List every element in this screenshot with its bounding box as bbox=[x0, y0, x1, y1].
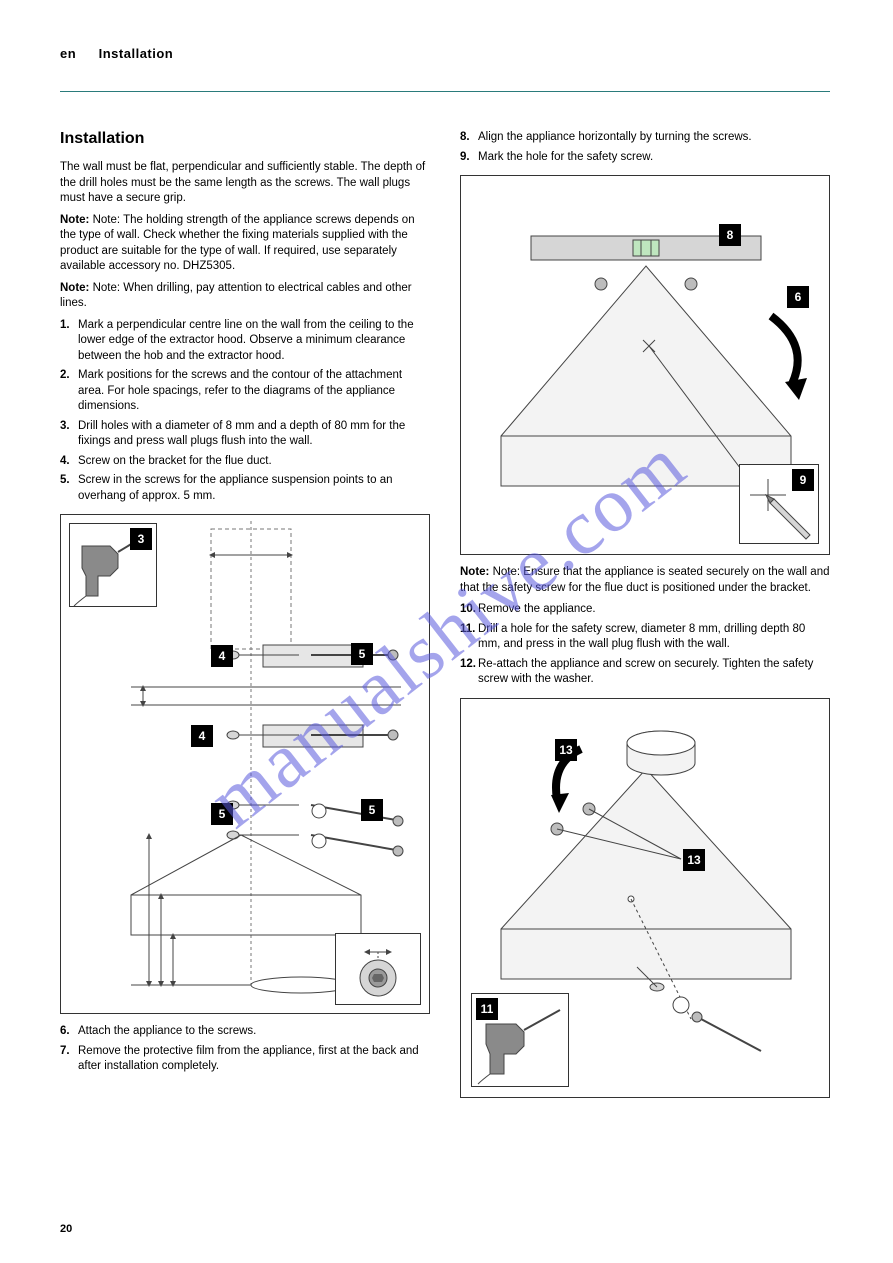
list-item: Mark the hole for the safety screw. bbox=[478, 150, 830, 166]
step-badge: 5 bbox=[361, 799, 383, 821]
list-item: Remove the protective film from the appl… bbox=[78, 1044, 430, 1075]
step-badge: 8 bbox=[719, 224, 741, 246]
inset-drill-icon: 11 bbox=[471, 993, 569, 1087]
inset-drill-icon: 3 bbox=[69, 523, 157, 607]
section-heading-installation: Installation bbox=[60, 130, 430, 148]
note-drilling: Note: Note: When drilling, pay attention… bbox=[60, 281, 430, 312]
header-language: en bbox=[60, 46, 76, 61]
list-item: Screw in the screws for the appliance su… bbox=[78, 473, 430, 504]
install-steps-list-continued: Attach the appliance to the screws. Remo… bbox=[60, 1024, 430, 1075]
list-item: Attach the appliance to the screws. bbox=[78, 1024, 430, 1040]
list-item: Screw on the bracket for the flue duct. bbox=[78, 454, 430, 470]
step-badge: 13 bbox=[683, 849, 705, 871]
list-item: Align the appliance horizontally by turn… bbox=[478, 130, 830, 146]
intro-paragraph: The wall must be flat, perpendicular and… bbox=[60, 160, 430, 207]
page-header-region: en Installation bbox=[60, 45, 830, 95]
header-rule bbox=[60, 91, 830, 92]
step-badge: 4 bbox=[211, 645, 233, 667]
note-holding-strength: Note: Note: The holding strength of the … bbox=[60, 213, 430, 275]
list-item: Drill holes with a diameter of 8 mm and … bbox=[78, 419, 430, 450]
step-badge: 13 bbox=[555, 739, 577, 761]
header-title: Installation bbox=[99, 46, 174, 61]
list-item: Mark positions for the screws and the co… bbox=[78, 368, 430, 415]
step-badge: 5 bbox=[211, 803, 233, 825]
install-steps-right-a: Align the appliance horizontally by turn… bbox=[460, 130, 830, 165]
page-number: 20 bbox=[60, 1223, 72, 1235]
step-badge: 3 bbox=[130, 528, 152, 550]
install-steps-right-b: Remove the appliance. Drill a hole for t… bbox=[460, 602, 830, 688]
note-text: Note: When drilling, pay attention to el… bbox=[60, 282, 412, 310]
note-text: Note: Ensure that the appliance is seate… bbox=[460, 566, 830, 594]
figure-align-hood: 8 6 9 bbox=[460, 175, 830, 555]
note-text: Note: The holding strength of the applia… bbox=[60, 214, 415, 273]
step-badge: 5 bbox=[351, 643, 373, 665]
screw-head-icon bbox=[336, 934, 422, 1006]
note-secure-seat: Note: Note: Ensure that the appliance is… bbox=[460, 565, 830, 596]
list-item: Mark a perpendicular centre line on the … bbox=[78, 318, 430, 365]
right-column: Align the appliance horizontally by turn… bbox=[460, 130, 830, 1108]
list-item: Remove the appliance. bbox=[478, 602, 830, 618]
inset-screw-head bbox=[335, 933, 421, 1005]
step-badge: 9 bbox=[792, 469, 814, 491]
step-badge: 6 bbox=[787, 286, 809, 308]
step-badge: 11 bbox=[476, 998, 498, 1020]
left-column: Installation The wall must be flat, perp… bbox=[60, 130, 430, 1079]
inset-pencil-icon: 9 bbox=[739, 464, 819, 544]
install-steps-list: Mark a perpendicular centre line on the … bbox=[60, 318, 430, 505]
step-badge: 4 bbox=[191, 725, 213, 747]
list-item: Re-attach the appliance and screw on sec… bbox=[478, 657, 830, 688]
list-item: Drill a hole for the safety screw, diame… bbox=[478, 622, 830, 653]
figure-wall-drilling: 3 bbox=[60, 514, 430, 1014]
figure-secure-hood: 13 13 11 bbox=[460, 698, 830, 1098]
